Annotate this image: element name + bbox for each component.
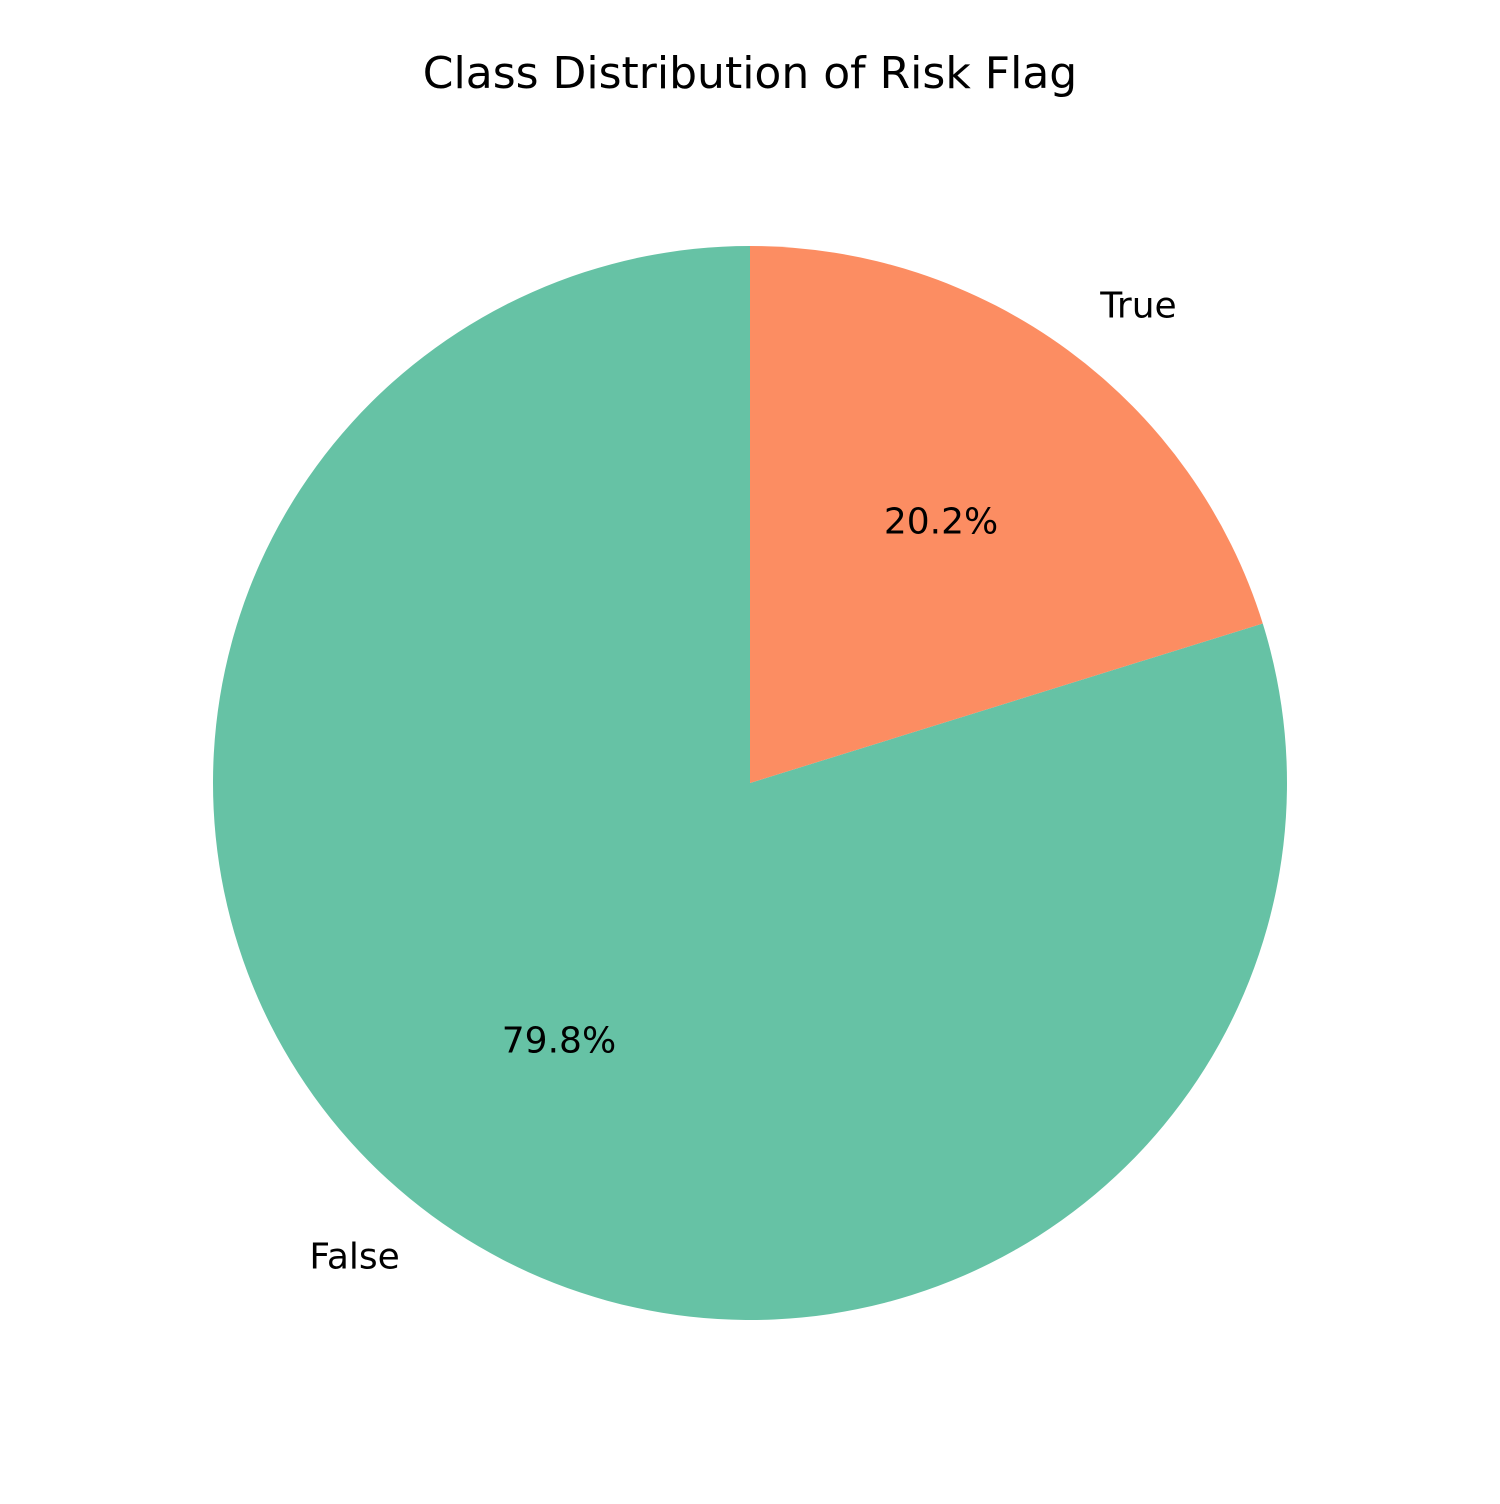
slice-label-false: False <box>309 1237 399 1278</box>
slice-label-true: True <box>1099 285 1176 326</box>
pie-slices <box>212 246 1287 1320</box>
pct-label-true: 20.2% <box>884 502 998 543</box>
pie-slice-false <box>212 246 1287 1320</box>
pie-labels: False 79.8% True 20.2% <box>309 285 1176 1277</box>
pie-slice-true <box>750 246 1263 783</box>
chart-title: Class Distribution of Risk Flag <box>423 48 1077 99</box>
pct-label-false: 79.8% <box>502 1020 616 1061</box>
